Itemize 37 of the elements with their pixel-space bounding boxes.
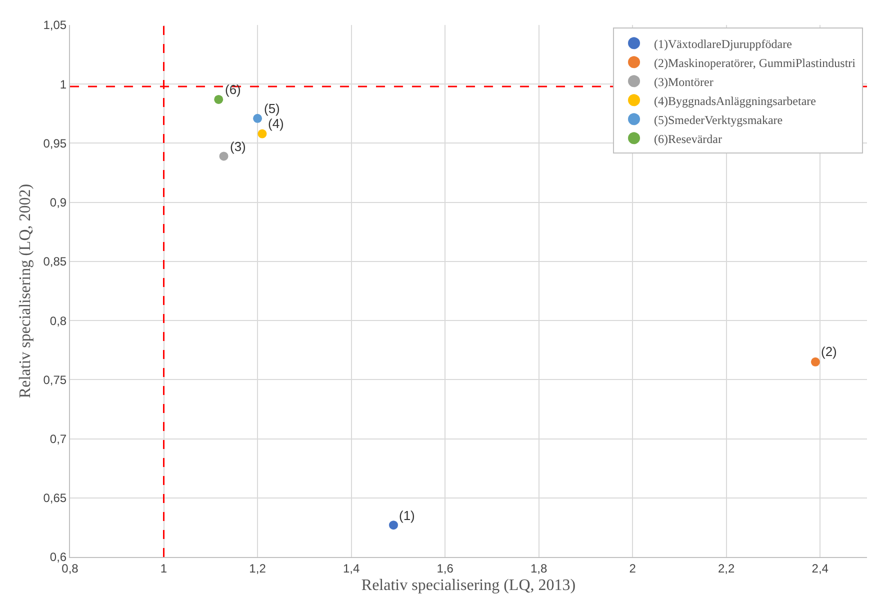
point bbox=[214, 94, 224, 104]
y-tick-label: 0,85 bbox=[43, 254, 67, 269]
x-tick-label: 1,6 bbox=[436, 561, 454, 576]
y-axis-title: Relativ specialisering (LQ, 2002) bbox=[17, 184, 34, 398]
y-tick-label: 0,75 bbox=[43, 372, 67, 387]
legend-label: (6)Resevärdar bbox=[654, 132, 722, 146]
annotation: (1) bbox=[399, 508, 415, 523]
legend-label: (4)ByggnadsAnläggningsarbetare bbox=[654, 94, 816, 108]
legend-label: (2)Maskinoperatörer, GummiPlastindustri bbox=[654, 56, 856, 70]
annotation: (4) bbox=[268, 116, 284, 131]
y-tick-label: 0,9 bbox=[50, 196, 67, 210]
x-tick-label: 2 bbox=[629, 561, 636, 576]
y-tick-label: 0,95 bbox=[43, 136, 67, 150]
x-axis-title: Relativ specialisering (LQ, 2013) bbox=[361, 577, 576, 594]
legend-label: (3)Montörer bbox=[654, 74, 714, 89]
y-tick-label: 0,8 bbox=[50, 314, 67, 328]
point bbox=[258, 129, 267, 138]
annotation: (6) bbox=[225, 82, 241, 97]
x-tick-label: 2,4 bbox=[812, 561, 829, 576]
legend-label: (1)VäxtodlareDjuruppfödare bbox=[654, 36, 792, 51]
point bbox=[388, 520, 398, 530]
y-tick-label: 1,05 bbox=[43, 18, 67, 32]
x-tick-label: 1,8 bbox=[530, 561, 548, 576]
annotation: (3) bbox=[230, 139, 246, 154]
legend-label: (5)SmederVerktygsmakare bbox=[654, 112, 783, 127]
annotation: (2) bbox=[821, 344, 837, 359]
y-tick-label: 1 bbox=[60, 77, 67, 92]
x-tick-label: 1,4 bbox=[342, 561, 360, 576]
point bbox=[253, 114, 262, 123]
point bbox=[810, 357, 820, 366]
point bbox=[219, 152, 228, 161]
y-tick-label: 0,7 bbox=[50, 432, 67, 446]
annotation: (5) bbox=[264, 101, 280, 116]
x-tick-label: 2,2 bbox=[718, 561, 736, 576]
x-tick-label: 1 bbox=[160, 561, 168, 576]
y-tick-label: 0,65 bbox=[43, 491, 67, 506]
x-tick-label: 1,2 bbox=[249, 561, 266, 576]
